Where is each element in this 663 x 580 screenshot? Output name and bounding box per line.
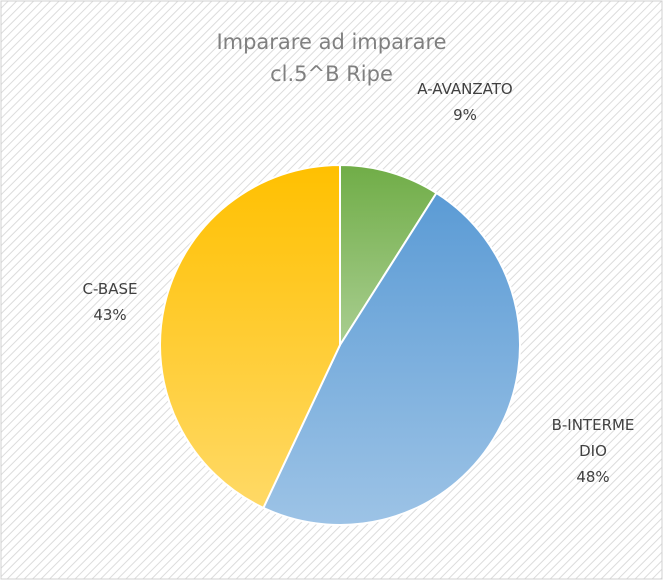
value-label: 48% [576, 468, 610, 486]
category-label: C-BASE [82, 280, 138, 298]
category-label: B-INTERMEDIO [551, 416, 635, 460]
pie-slice [262, 191, 521, 526]
chart-title: Imparare ad imparare [216, 30, 447, 54]
data-label: B-INTERMEDIO 48% [548, 412, 638, 490]
chart-subtitle: cl.5^B Ripe [270, 62, 393, 86]
value-label: 9% [453, 106, 477, 124]
pie-slice [339, 163, 438, 349]
pie-slice [159, 163, 341, 510]
value-label: 43% [93, 306, 127, 324]
category-label: A-AVANZATO [417, 80, 513, 98]
data-label: C-BASE 43% [55, 276, 165, 328]
data-label: A-AVANZATO 9% [405, 76, 525, 128]
